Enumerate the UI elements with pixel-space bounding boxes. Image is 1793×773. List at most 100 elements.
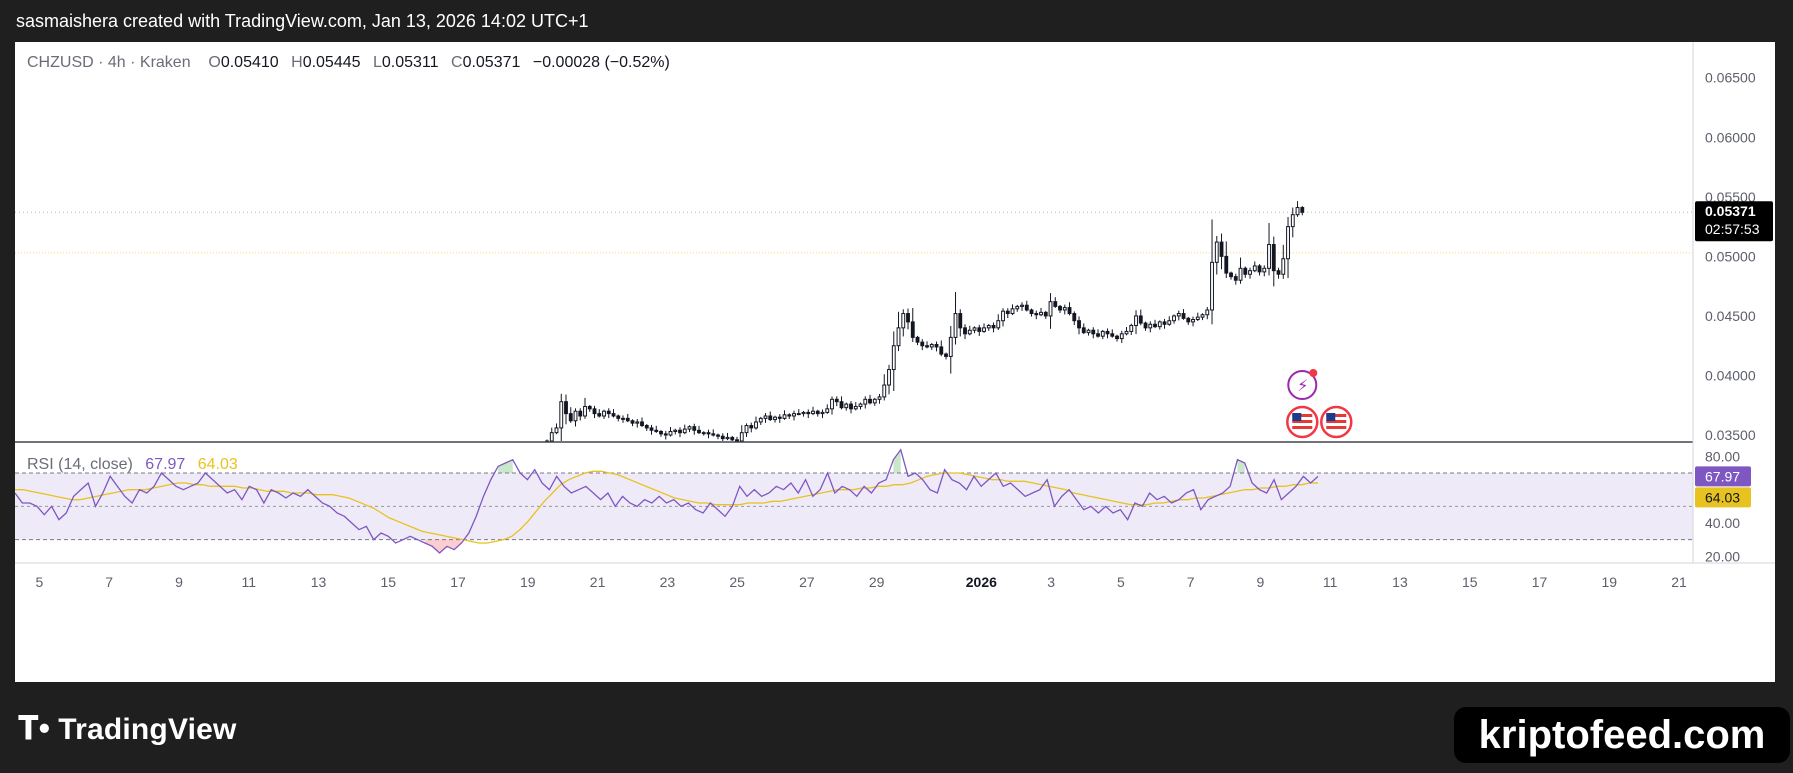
candle-body (1205, 309, 1210, 316)
candle (1262, 265, 1267, 277)
rsi-overbought-fill (1237, 459, 1245, 473)
candle-body (1181, 313, 1186, 319)
candle-body (749, 425, 754, 429)
candle-body (872, 398, 877, 404)
candle-body (1262, 267, 1267, 273)
tradingview-logo[interactable]: 𝐓• TradingView (18, 710, 237, 748)
flag-stripe (1292, 426, 1313, 429)
candle (982, 323, 986, 333)
price-axis-tick: 0.04500 (1705, 308, 1756, 324)
time-axis-tick: 17 (1532, 574, 1548, 590)
candle-body (616, 415, 621, 419)
low-label: L (372, 54, 382, 71)
time-axis-tick: 11 (241, 574, 256, 590)
candle (825, 404, 830, 414)
candle-body (654, 429, 659, 432)
candle (1167, 316, 1172, 326)
candle (1048, 293, 1053, 329)
candle (1091, 327, 1096, 339)
candle-body (1072, 313, 1077, 322)
time-axis-tick: 27 (799, 574, 815, 590)
rsi-tag-box (1695, 466, 1751, 487)
candle-body (1010, 308, 1015, 315)
candle (1020, 302, 1024, 311)
candle (944, 352, 948, 360)
candle-body (564, 401, 568, 415)
candle-body (991, 324, 996, 329)
candle-body (1053, 301, 1058, 307)
chart-svg[interactable]: 0.06500 0.06000 0.05500 0.05000 0.04500 0.040… (15, 42, 1775, 682)
candle (678, 427, 682, 438)
time-axis-tick: 5 (36, 574, 44, 590)
rsi-overbought-fill (893, 449, 901, 473)
candle-body (948, 336, 953, 357)
candle (621, 415, 625, 423)
time-axis-tick: 23 (660, 574, 676, 590)
candle (787, 413, 792, 419)
candle (777, 414, 782, 423)
candle (1001, 308, 1005, 327)
candle-body (659, 430, 663, 435)
time-axis-tick: 15 (1462, 574, 1478, 590)
candle-body (1148, 323, 1153, 329)
flash-glyph: ⚡ (1297, 376, 1308, 395)
rsi-oversold-fill (424, 539, 462, 553)
candle-body (782, 414, 787, 419)
candle (868, 394, 872, 405)
candle (925, 341, 929, 349)
candle (673, 428, 678, 435)
candle-body (1233, 276, 1238, 281)
candle-body (1267, 243, 1271, 269)
flag-canton (1292, 413, 1302, 421)
candle-body (1210, 261, 1214, 311)
candle-body (877, 396, 882, 400)
candle (1276, 267, 1281, 279)
flag-stripe (1326, 426, 1347, 429)
candle (863, 396, 868, 409)
candle (929, 343, 934, 350)
candle (692, 423, 697, 435)
candle (564, 394, 568, 425)
candle (1233, 273, 1238, 285)
symbol-legend: CHZUSD · 4h · Kraken O0.05410 H0.05445 L… (27, 54, 678, 72)
candle (972, 326, 977, 334)
candle-body (549, 432, 554, 442)
candle-body (1024, 304, 1029, 311)
candle (1229, 271, 1233, 280)
candle-body (1124, 330, 1129, 335)
candle-body (1167, 320, 1172, 325)
candle-body (972, 327, 977, 331)
candle (1267, 223, 1271, 276)
flag-stripe (1292, 420, 1313, 423)
candle-body (730, 436, 735, 441)
candle-body (815, 410, 820, 415)
flag-canton (1326, 413, 1336, 421)
candle (625, 413, 630, 423)
candle (616, 414, 621, 422)
candle-body (910, 321, 915, 338)
rsi-legend-ma: 64.03 (197, 456, 238, 473)
candle-body (1048, 301, 1053, 317)
candle (730, 435, 735, 441)
candle-body (763, 415, 768, 419)
candle-body (754, 421, 758, 429)
candle (706, 429, 711, 439)
close-label: C (451, 54, 463, 71)
rsi-ma-tag: 64.03 (1695, 487, 1751, 508)
candle (1039, 307, 1043, 317)
rsi-axis-tick: 80.00 (1705, 448, 1740, 464)
candle-body (825, 408, 830, 413)
candle (649, 424, 654, 435)
chart-frame[interactable]: 0.06500 0.06000 0.05500 0.05000 0.04500 0.040… (15, 42, 1775, 682)
candle-body (1286, 226, 1290, 260)
candle-body (1195, 316, 1200, 321)
candle-body (1129, 324, 1134, 332)
candle (1224, 241, 1229, 279)
candle-body (1034, 313, 1039, 316)
candle-body (839, 401, 844, 409)
candle-body (1020, 304, 1024, 307)
close-value: 0.05371 (462, 54, 521, 71)
candle-body (682, 428, 687, 434)
candle (763, 413, 768, 423)
candle (1153, 319, 1157, 329)
